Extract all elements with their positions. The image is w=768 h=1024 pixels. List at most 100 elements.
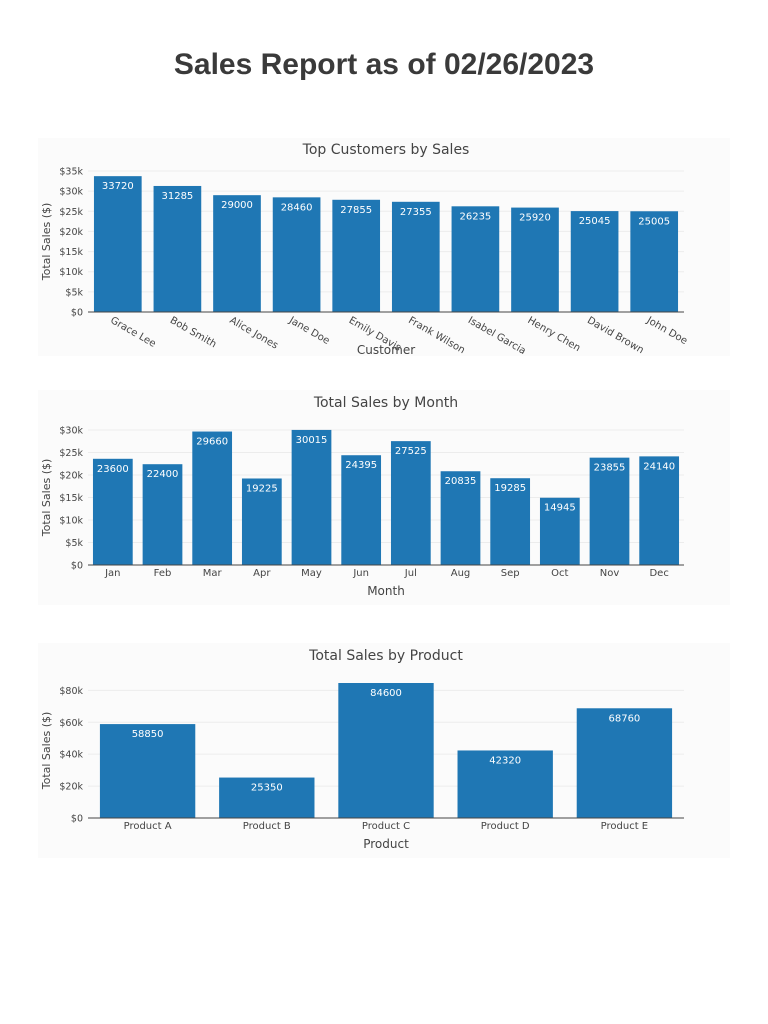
y-tick-label: $10k bbox=[59, 516, 83, 527]
bar bbox=[490, 478, 531, 565]
bar-value-label: 29660 bbox=[196, 437, 228, 448]
y-tick-label: $30k bbox=[59, 426, 83, 437]
x-tick-label: Mar bbox=[203, 568, 223, 579]
x-tick-label: David Brown bbox=[585, 315, 645, 356]
y-tick-label: $60k bbox=[59, 718, 83, 729]
chart-title: Total Sales by Product bbox=[308, 648, 463, 664]
x-tick-label: Apr bbox=[253, 568, 271, 579]
bar-value-label: 27355 bbox=[400, 207, 432, 218]
x-tick-label: Frank Wilson bbox=[406, 315, 466, 356]
bar bbox=[338, 683, 434, 818]
bar-value-label: 24140 bbox=[643, 461, 675, 472]
chart-sales-by-product: Total Sales by Product $0 $20k $40k $60k $80k… bbox=[38, 643, 730, 858]
bar-value-label: 31285 bbox=[161, 191, 193, 202]
bar bbox=[213, 195, 261, 312]
bar-value-label: 42320 bbox=[489, 755, 521, 766]
y-tick-label: $80k bbox=[59, 686, 83, 697]
y-tick-label: $0 bbox=[71, 814, 83, 825]
bar-value-label: 25005 bbox=[638, 216, 670, 227]
bar-value-label: 27855 bbox=[340, 205, 372, 216]
x-tick-label: Product A bbox=[124, 821, 172, 832]
y-axis-label: Total Sales ($) bbox=[40, 203, 53, 282]
x-tick-label: Jun bbox=[352, 568, 369, 579]
x-tick-label: Dec bbox=[649, 568, 668, 579]
bar bbox=[93, 176, 142, 312]
x-tick-label: Jane Doe bbox=[286, 315, 331, 347]
x-tick-label: Product D bbox=[481, 821, 530, 832]
x-tick-label: May bbox=[301, 568, 322, 579]
bar-value-label: 30015 bbox=[296, 435, 328, 446]
bar-value-label: 58850 bbox=[132, 729, 164, 740]
bar-value-label: 19225 bbox=[246, 483, 278, 494]
x-axis-label: Customer bbox=[357, 343, 415, 357]
y-tick-label: $0 bbox=[71, 308, 83, 319]
chart-sales-by-month-svg: Total Sales by Month $0 $5k $10k $15k $20k $25… bbox=[40, 395, 684, 598]
chart-top-customers: Top Customers by Sales $0 $5k $10k $15k $20k $… bbox=[38, 138, 730, 357]
bar bbox=[92, 458, 133, 565]
bar-value-label: 33720 bbox=[102, 181, 134, 192]
x-tick-label: Grace Lee bbox=[108, 315, 157, 350]
y-tick-label: $10k bbox=[59, 267, 83, 278]
y-tick-label: $5k bbox=[65, 287, 83, 298]
x-tick-label: Oct bbox=[551, 568, 568, 579]
x-tick-label: Jan bbox=[104, 568, 120, 579]
x-tick-label: Product C bbox=[362, 821, 410, 832]
y-tick-label: $25k bbox=[59, 207, 83, 218]
bar bbox=[589, 457, 630, 565]
x-tick-label: Bob Smith bbox=[168, 315, 218, 350]
y-tick-label: $5k bbox=[65, 538, 83, 549]
y-tick-label: $30k bbox=[59, 187, 83, 198]
bar-value-label: 23855 bbox=[594, 463, 626, 474]
bar bbox=[570, 211, 619, 312]
bar bbox=[241, 478, 282, 565]
y-tick-label: $20k bbox=[59, 782, 83, 793]
bar-value-label: 25920 bbox=[519, 213, 551, 224]
x-tick-label: Jul bbox=[404, 568, 417, 579]
x-tick-label: Nov bbox=[600, 568, 620, 579]
chart-title: Total Sales by Month bbox=[313, 395, 458, 411]
y-axis-label: Total Sales ($) bbox=[40, 459, 53, 538]
x-axis-label: Product bbox=[363, 837, 409, 851]
y-tick-label: $20k bbox=[59, 227, 83, 238]
bar-value-label: 14945 bbox=[544, 503, 576, 514]
bar-value-label: 25350 bbox=[251, 783, 283, 794]
bar bbox=[291, 429, 332, 565]
bar-value-label: 27525 bbox=[395, 446, 427, 457]
bar bbox=[219, 777, 315, 818]
y-tick-label: $35k bbox=[59, 167, 83, 178]
bar bbox=[391, 201, 440, 312]
x-tick-label: Sep bbox=[501, 568, 520, 579]
report-title: Sales Report as of 02/26/2023 bbox=[173, 48, 595, 81]
bar bbox=[630, 211, 679, 312]
y-tick-label: $15k bbox=[59, 493, 83, 504]
y-tick-label: $40k bbox=[59, 750, 83, 761]
y-tick-label: $15k bbox=[59, 247, 83, 258]
chart-top-customers-svg: Top Customers by Sales $0 $5k $10k $15k $20k $… bbox=[40, 142, 689, 357]
bar bbox=[390, 441, 431, 565]
bar bbox=[142, 464, 183, 565]
bar-value-label: 29000 bbox=[221, 200, 253, 211]
bar bbox=[341, 455, 382, 565]
bar bbox=[457, 750, 553, 818]
bar-value-label: 23600 bbox=[97, 464, 129, 475]
bar-value-label: 28460 bbox=[281, 202, 313, 213]
bar bbox=[539, 497, 580, 565]
bar bbox=[639, 456, 680, 565]
x-tick-label: Aug bbox=[451, 568, 471, 579]
bar bbox=[192, 431, 233, 565]
x-tick-label: Feb bbox=[154, 568, 172, 579]
bar-value-label: 84600 bbox=[370, 688, 402, 699]
bar-value-label: 19285 bbox=[494, 483, 526, 494]
bar bbox=[576, 708, 673, 818]
bar-value-label: 26235 bbox=[459, 211, 491, 222]
x-axis-label: Month bbox=[367, 584, 405, 598]
bar bbox=[99, 724, 196, 818]
x-tick-label: John Doe bbox=[644, 315, 689, 347]
y-axis-label: Total Sales ($) bbox=[40, 712, 53, 791]
bar bbox=[440, 471, 481, 565]
x-tick-label: Henry Chen bbox=[526, 315, 583, 354]
bar-value-label: 22400 bbox=[147, 469, 179, 480]
bar bbox=[272, 197, 321, 312]
bar bbox=[451, 206, 500, 312]
bar-value-label: 20835 bbox=[445, 476, 477, 487]
